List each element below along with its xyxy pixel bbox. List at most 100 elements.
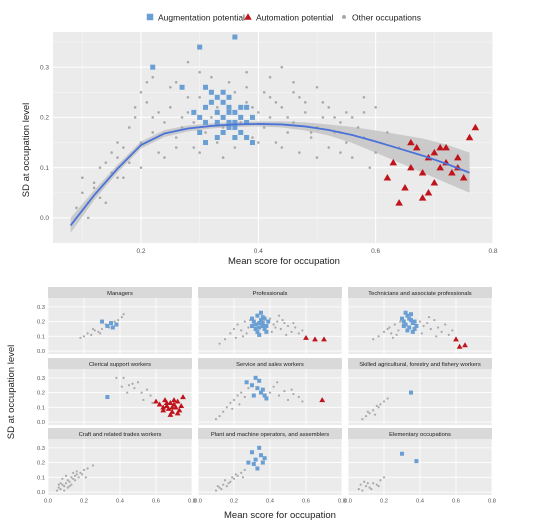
data-point bbox=[245, 70, 248, 74]
data-point bbox=[372, 338, 375, 341]
data-point bbox=[327, 106, 331, 109]
data-point bbox=[303, 111, 307, 114]
data-point bbox=[303, 101, 307, 104]
data-point bbox=[203, 104, 209, 110]
data-point bbox=[231, 407, 234, 410]
data-point bbox=[456, 343, 463, 349]
data-point bbox=[127, 126, 131, 129]
data-point bbox=[232, 119, 238, 125]
data-point bbox=[174, 146, 178, 149]
data-point bbox=[253, 375, 258, 380]
data-point bbox=[257, 332, 262, 337]
data-point bbox=[372, 409, 375, 412]
data-point bbox=[238, 104, 244, 110]
data-point bbox=[231, 476, 234, 479]
facet-title: Service and sales workers bbox=[236, 362, 304, 368]
data-point bbox=[150, 64, 156, 70]
data-point bbox=[197, 129, 203, 135]
data-point bbox=[220, 488, 223, 491]
data-point bbox=[250, 383, 254, 388]
data-point bbox=[433, 319, 436, 322]
data-point bbox=[356, 126, 360, 129]
data-point bbox=[244, 135, 250, 140]
data-point bbox=[272, 385, 275, 388]
data-point bbox=[362, 96, 366, 99]
data-point bbox=[179, 84, 185, 90]
data-point bbox=[117, 319, 120, 322]
data-point bbox=[339, 151, 342, 154]
data-point bbox=[257, 141, 260, 144]
data-point bbox=[86, 467, 89, 470]
data-point bbox=[72, 477, 75, 480]
data-point bbox=[75, 470, 78, 473]
data-point bbox=[366, 482, 369, 485]
data-point bbox=[174, 136, 178, 139]
facet-panel: Clerical support workers 0.0 0.1 0.2 0.3 bbox=[37, 358, 193, 426]
data-point bbox=[312, 336, 318, 342]
facet-y-tick-label: 0.3 bbox=[37, 305, 45, 311]
data-point bbox=[139, 90, 143, 94]
data-point bbox=[157, 151, 160, 154]
data-point bbox=[253, 326, 258, 331]
facet-panel: Technicians and associate professionals bbox=[347, 287, 493, 354]
data-point bbox=[233, 146, 237, 149]
data-point bbox=[232, 135, 238, 140]
data-point bbox=[160, 407, 167, 413]
data-point bbox=[268, 116, 272, 119]
data-point bbox=[257, 378, 262, 383]
data-point bbox=[241, 335, 245, 338]
data-point bbox=[471, 123, 480, 131]
data-point bbox=[113, 320, 116, 323]
facet-strip bbox=[348, 358, 492, 369]
data-point bbox=[448, 168, 456, 176]
data-point bbox=[386, 131, 389, 134]
data-point bbox=[239, 121, 243, 124]
data-point bbox=[255, 313, 260, 318]
data-point bbox=[409, 390, 413, 395]
data-point bbox=[283, 321, 286, 325]
data-point bbox=[249, 140, 255, 146]
data-point bbox=[377, 406, 380, 409]
data-point bbox=[426, 321, 429, 325]
data-point bbox=[98, 196, 102, 200]
data-point bbox=[298, 151, 301, 154]
facet-x-tick-label: 0.8 bbox=[188, 499, 196, 505]
data-point bbox=[221, 156, 225, 159]
data-point bbox=[290, 388, 293, 391]
data-point bbox=[386, 327, 389, 331]
data-point bbox=[64, 474, 68, 477]
data-point bbox=[232, 327, 236, 331]
facet-title: Clerical support workers bbox=[89, 362, 151, 368]
data-point bbox=[292, 321, 295, 325]
legend-marker-triangle bbox=[244, 13, 252, 20]
data-point bbox=[407, 138, 415, 146]
data-point bbox=[430, 148, 439, 156]
data-point bbox=[165, 405, 172, 411]
data-point bbox=[208, 89, 214, 95]
data-point bbox=[151, 75, 155, 79]
data-point bbox=[281, 319, 284, 322]
data-point bbox=[61, 477, 64, 480]
data-point bbox=[255, 329, 260, 334]
data-point bbox=[198, 70, 201, 74]
data-point bbox=[234, 473, 237, 476]
data-point bbox=[215, 106, 219, 109]
data-point bbox=[350, 116, 354, 119]
data-point bbox=[197, 44, 203, 50]
data-point bbox=[151, 116, 155, 119]
data-point bbox=[73, 474, 77, 477]
legend: Augmentation potential Automation potenti… bbox=[146, 13, 421, 23]
data-point bbox=[122, 146, 125, 149]
data-point bbox=[264, 324, 269, 328]
data-point bbox=[462, 342, 468, 348]
facet-y-tick-label: 0.0 bbox=[37, 490, 45, 496]
data-point bbox=[234, 336, 237, 339]
data-point bbox=[220, 114, 226, 120]
data-point bbox=[364, 415, 368, 418]
data-point bbox=[98, 166, 102, 169]
facet-y-axis-label: SD at occupation level bbox=[6, 345, 17, 440]
data-point bbox=[345, 141, 348, 144]
data-point bbox=[122, 176, 125, 179]
facet-y-tick-label: 0.1 bbox=[37, 334, 45, 340]
data-point bbox=[301, 400, 304, 403]
